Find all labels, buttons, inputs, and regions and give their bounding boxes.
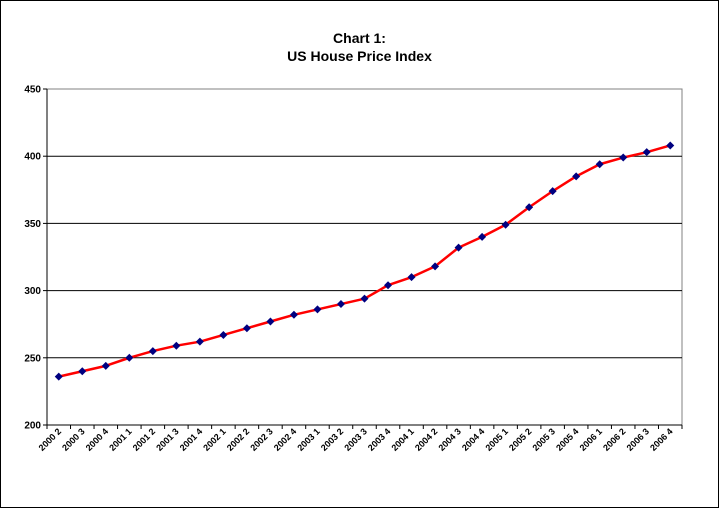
- x-tick-label: 2004 2: [413, 426, 440, 453]
- data-point: [454, 243, 463, 252]
- y-tick-label: 300: [24, 286, 41, 297]
- data-point: [595, 160, 604, 169]
- x-tick-label: 2002 2: [225, 426, 252, 453]
- x-tick-label: 2005 3: [531, 426, 558, 453]
- data-point: [242, 324, 251, 333]
- x-tick-label: 2001 1: [107, 426, 134, 453]
- y-tick-label: 200: [24, 421, 41, 432]
- data-point: [384, 281, 393, 290]
- data-point: [360, 294, 369, 303]
- data-point: [148, 347, 157, 356]
- data-point: [54, 372, 63, 381]
- data-point: [289, 310, 298, 319]
- data-point: [125, 353, 134, 362]
- x-tick-label: 2001 4: [178, 426, 205, 453]
- x-tick-label: 2002 4: [272, 426, 299, 453]
- x-tick-label: 2006 3: [625, 426, 652, 453]
- data-point: [619, 153, 628, 162]
- data-point: [478, 232, 487, 241]
- data-point: [336, 300, 345, 309]
- data-point: [219, 330, 228, 339]
- y-tick-label: 250: [24, 353, 41, 364]
- y-tick-label: 400: [24, 152, 41, 163]
- data-point: [501, 220, 510, 229]
- data-point: [666, 141, 675, 150]
- data-point: [572, 172, 581, 181]
- data-point: [407, 273, 416, 282]
- x-tick-label: 2005 4: [554, 426, 581, 453]
- x-tick-label: 2006 2: [601, 426, 628, 453]
- x-tick-label: 2002 3: [248, 426, 275, 453]
- y-tick-label: 450: [24, 85, 41, 96]
- data-point: [642, 148, 651, 157]
- data-point: [78, 367, 87, 376]
- data-point: [195, 337, 204, 346]
- data-point: [101, 361, 110, 370]
- x-tick-label: 2000 3: [60, 426, 87, 453]
- x-tick-label: 2004 1: [389, 426, 416, 453]
- data-point: [525, 203, 534, 212]
- y-tick-label: 350: [24, 219, 41, 230]
- x-tick-label: 2000 4: [84, 426, 111, 453]
- data-point: [431, 262, 440, 271]
- x-tick-label: 2001 2: [131, 426, 158, 453]
- plot-area: [46, 88, 683, 426]
- x-tick-label: 2006 1: [578, 426, 605, 453]
- data-point: [548, 187, 557, 196]
- data-point: [266, 317, 275, 326]
- x-tick-label: 2006 4: [648, 426, 675, 453]
- chart-title: Chart 1:: [333, 30, 386, 46]
- data-point: [313, 305, 322, 314]
- x-tick-label: 2003 2: [319, 426, 346, 453]
- x-tick-label: 2005 2: [507, 426, 534, 453]
- x-tick-label: 2004 3: [436, 426, 463, 453]
- x-tick-label: 2003 4: [366, 426, 393, 453]
- chart-subtitle: US House Price Index: [287, 48, 432, 64]
- x-tick-label: 2002 1: [201, 426, 228, 453]
- x-tick-label: 2003 1: [295, 426, 322, 453]
- x-tick-label: 2001 3: [154, 426, 181, 453]
- x-tick-label: 2005 1: [483, 426, 510, 453]
- x-tick-label: 2004 4: [460, 426, 487, 453]
- data-point: [172, 341, 181, 350]
- x-tick-label: 2003 3: [342, 426, 369, 453]
